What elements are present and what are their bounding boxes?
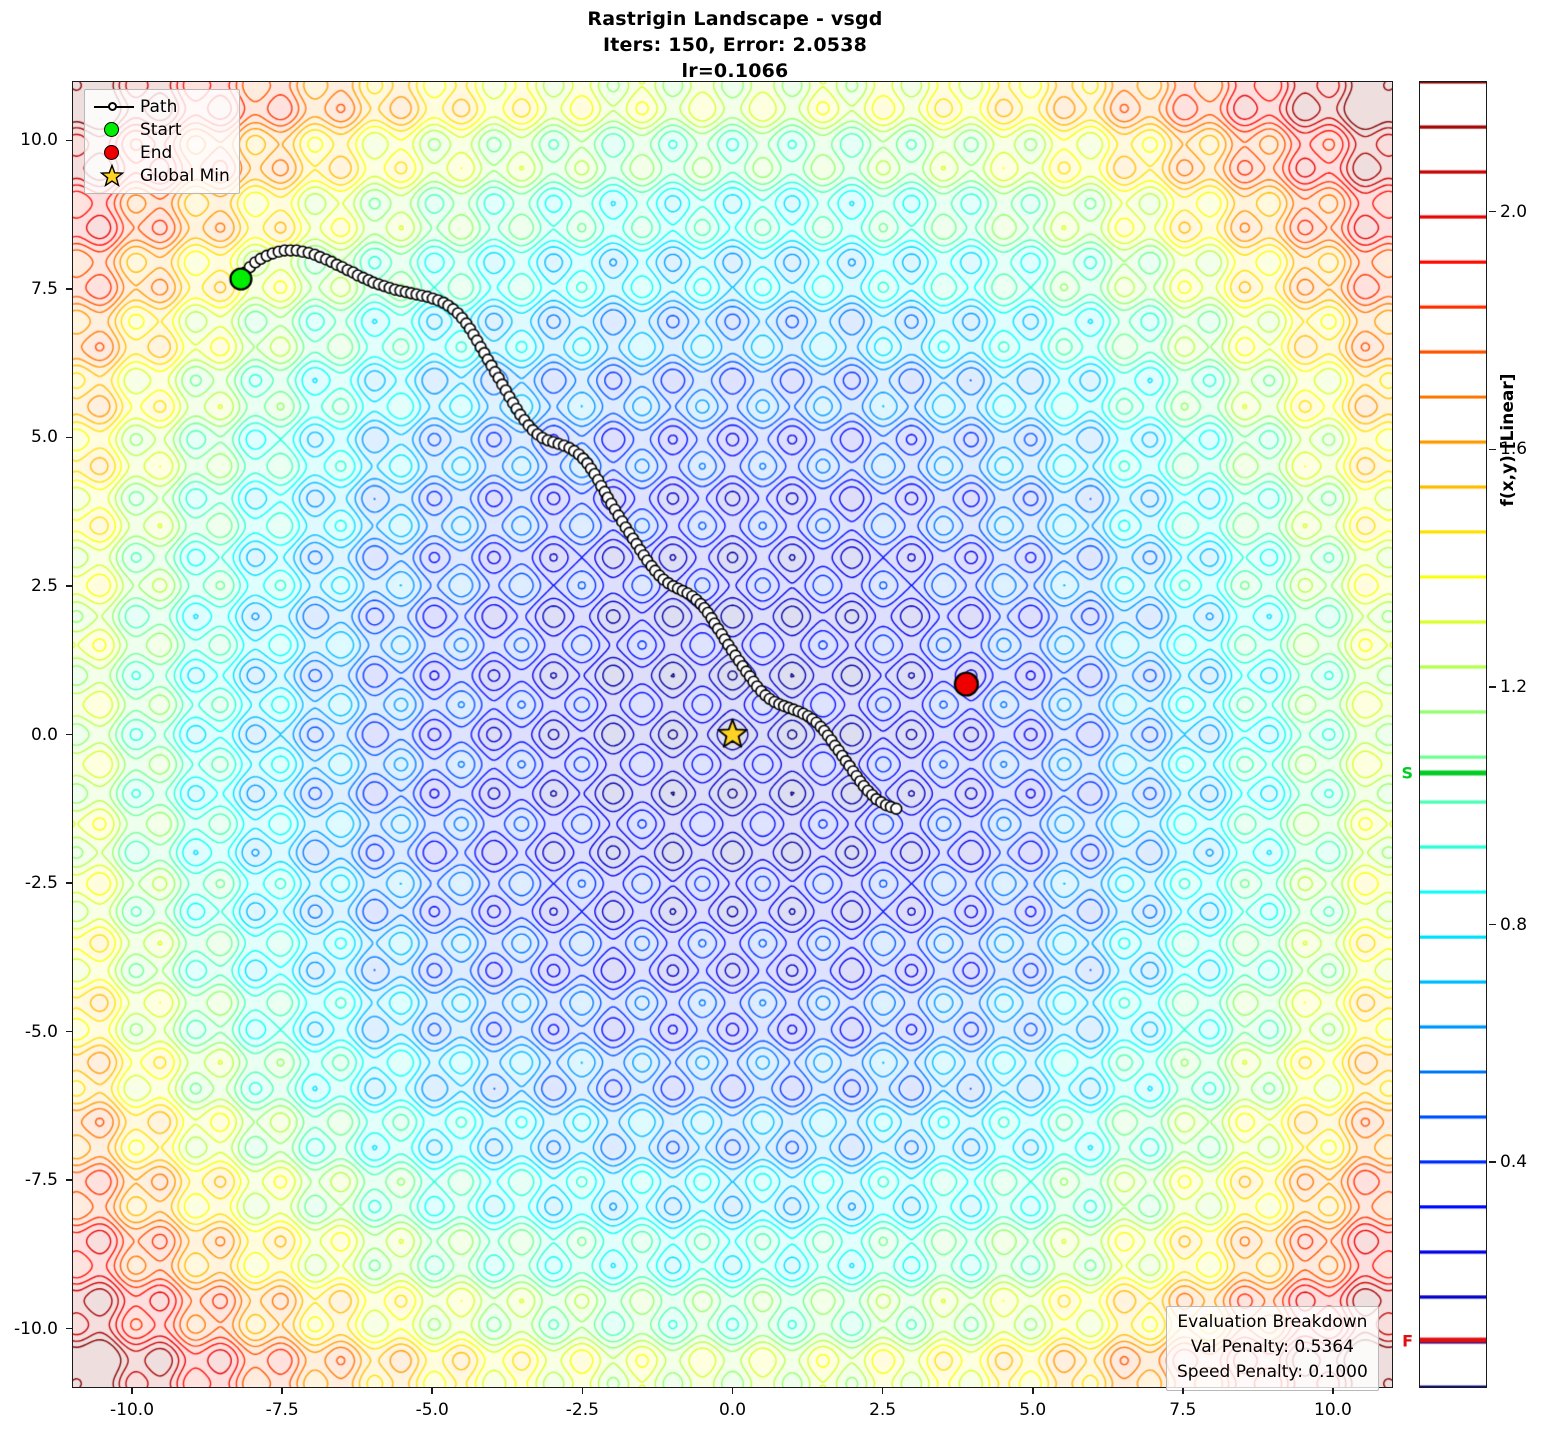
- colorbar-tick-mark: [1489, 686, 1496, 688]
- title-line-1: Rastrigin Landscape - vsgd: [587, 8, 883, 30]
- colorbar-tick-label: 2.0: [1500, 201, 1528, 222]
- x-axis-tick-label: 0.0: [718, 1400, 747, 1420]
- colorbar-tick-mark: [1489, 923, 1496, 926]
- legend-item-label: Path: [140, 96, 178, 117]
- colorbar-tick-label: 1.6: [1500, 439, 1528, 460]
- y-axis-tick-mark: [66, 139, 72, 142]
- y-axis-tick-mark: [66, 1030, 72, 1033]
- x-axis-tick-mark: [1031, 1388, 1034, 1394]
- colorbar-tick-label: 0.4: [1500, 1152, 1528, 1173]
- y-axis-tick-label: -10.0: [14, 1318, 58, 1339]
- x-axis-tick-label: 2.5: [869, 1400, 897, 1420]
- evaluation-breakdown-box: Evaluation Breakdown Val Penalty: 0.5364…: [1166, 1306, 1379, 1391]
- title-line-3: lr=0.1066: [681, 60, 789, 82]
- colorbar-tick-label: 0.8: [1500, 914, 1528, 935]
- x-axis-tick-mark: [581, 1388, 584, 1394]
- colorbar-tick-mark: [1489, 210, 1496, 213]
- y-axis-tick-label: -5.0: [24, 1021, 58, 1042]
- x-axis-tick-mark: [1332, 1388, 1334, 1394]
- y-axis-tick-mark: [66, 733, 72, 736]
- colorbar-tick-mark: [1489, 1161, 1496, 1164]
- x-axis-tick-label: 5.0: [1019, 1400, 1047, 1420]
- path-line-icon: [92, 95, 136, 118]
- colorbar-final-value-marker: F: [1402, 1331, 1413, 1351]
- plot-legend: Path Start End Global Min: [84, 89, 240, 194]
- legend-item-label: End: [140, 142, 173, 163]
- legend-item[interactable]: Start: [92, 118, 230, 141]
- eval-breakdown-row: Val Penalty: 0.5364: [1190, 1337, 1354, 1357]
- x-axis-tick-label: -2.5: [565, 1400, 599, 1420]
- contour-plot-axes: [72, 81, 1393, 1388]
- y-axis-tick-mark: [66, 1179, 72, 1181]
- x-axis-tick-label: 10.0: [1314, 1400, 1352, 1420]
- colorbar-start-value-marker: S: [1401, 763, 1413, 783]
- page-title: Rastrigin Landscape - vsgd Iters: 150, E…: [0, 6, 1470, 84]
- star-icon: [92, 164, 136, 188]
- end-circle-icon: [92, 141, 136, 164]
- legend-item[interactable]: Path: [92, 95, 230, 118]
- y-axis-tick-label: 2.5: [30, 575, 58, 596]
- global-min-star-icon: [99, 164, 125, 188]
- y-axis-tick-mark: [66, 585, 72, 587]
- x-axis-tick-mark: [881, 1388, 884, 1394]
- title-line-2: Iters: 150, Error: 2.0538: [602, 34, 868, 56]
- legend-item[interactable]: End: [92, 141, 230, 164]
- y-axis-tick-label: -2.5: [24, 873, 58, 894]
- y-axis-tick-label: 7.5: [30, 278, 58, 299]
- x-axis-tick-mark: [131, 1388, 133, 1394]
- x-axis-tick-label: -7.5: [265, 1400, 299, 1420]
- open-circle-marker-icon: [108, 101, 117, 111]
- x-axis-tick-mark: [731, 1388, 734, 1394]
- y-axis-tick-mark: [66, 436, 72, 439]
- colorbar-tick-label: 1.2: [1500, 676, 1528, 697]
- eval-breakdown-title: Evaluation Breakdown: [1177, 1312, 1368, 1332]
- y-axis-tick-label: 0.0: [30, 724, 58, 745]
- legend-item[interactable]: Global Min: [92, 164, 230, 188]
- y-axis-tick-label: 5.0: [30, 427, 58, 448]
- colorbar-canvas: [1420, 82, 1486, 1387]
- x-axis-tick-label: -10.0: [110, 1400, 155, 1420]
- start-circle-icon: [92, 118, 136, 141]
- x-axis-tick-mark: [281, 1388, 283, 1394]
- legend-item-label: Global Min: [140, 165, 230, 186]
- x-axis-tick-label: -5.0: [415, 1400, 449, 1420]
- y-axis-tick-mark: [66, 288, 72, 290]
- x-axis-tick-mark: [1182, 1388, 1184, 1394]
- y-axis-tick-label: -7.5: [24, 1170, 58, 1191]
- y-axis-tick-mark: [66, 882, 72, 884]
- colorbar-tick-mark: [1489, 448, 1496, 451]
- x-axis-tick-mark: [431, 1388, 434, 1394]
- y-axis-tick-mark: [66, 1327, 72, 1330]
- filled-circle-icon: [104, 122, 119, 137]
- x-axis-tick-label: 7.5: [1169, 1400, 1197, 1420]
- optimizer-path-canvas: [73, 82, 1392, 1387]
- eval-breakdown-row: Speed Penalty: 0.1000: [1177, 1362, 1368, 1382]
- legend-item-label: Start: [140, 119, 182, 140]
- y-axis-tick-label: 10.0: [20, 130, 58, 151]
- filled-circle-icon: [104, 145, 119, 160]
- colorbar: [1419, 81, 1487, 1388]
